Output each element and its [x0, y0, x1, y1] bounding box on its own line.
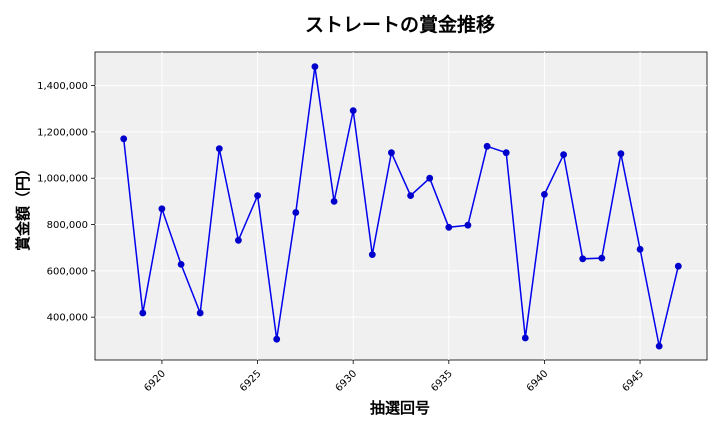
data-point [541, 191, 548, 198]
data-point [273, 335, 281, 343]
y-tick-label: 800,000 [47, 220, 88, 231]
data-point [617, 150, 625, 158]
data-point [464, 221, 472, 229]
x-tick-label: 6925 [238, 368, 264, 394]
data-point [292, 209, 300, 216]
data-point [330, 198, 338, 205]
y-axis-ticks: 400,000 600,000 800,000 1,000,000 1,200,000 1… [37, 81, 95, 324]
y-tick-label: 1,000,000 [37, 174, 88, 185]
y-tick-label: 1,200,000 [37, 127, 88, 138]
data-point [407, 192, 414, 200]
data-point [502, 149, 510, 157]
data-point [674, 262, 682, 270]
x-tick-label: 6945 [620, 368, 646, 394]
data-point [560, 151, 567, 159]
x-tick-label: 6930 [334, 368, 360, 394]
plot-area [94, 51, 708, 361]
x-axis-ticks: 6920 6925 6930 6935 6940 6945 [142, 360, 646, 394]
data-point [120, 135, 128, 143]
data-point [521, 334, 529, 342]
x-tick-label: 6920 [142, 368, 168, 394]
data-point [235, 236, 242, 244]
y-tick-label: 600,000 [47, 266, 88, 277]
y-axis-label: 賞金額（円） [14, 161, 32, 251]
y-tick-label: 400,000 [47, 313, 88, 324]
data-point [158, 205, 166, 213]
data-point [655, 342, 663, 350]
data-point [254, 192, 261, 200]
x-axis-label: 抽選回号 [370, 399, 430, 417]
data-point [598, 254, 606, 262]
data-point [196, 309, 204, 317]
chart-title: ストレートの賞金推移 [305, 13, 495, 36]
data-point [445, 223, 453, 231]
data-point [368, 251, 376, 258]
data-points [120, 63, 682, 350]
grid-lines [95, 52, 707, 360]
data-point [177, 261, 185, 268]
data-point [579, 255, 587, 263]
data-point [636, 245, 644, 253]
x-tick-label: 6940 [525, 368, 551, 394]
data-point [388, 149, 395, 157]
data-point [311, 63, 319, 70]
data-point [139, 309, 147, 317]
data-point [215, 145, 223, 153]
data-point [483, 142, 491, 150]
data-point [349, 107, 357, 114]
data-point [426, 174, 434, 182]
x-tick-label: 6935 [429, 368, 455, 394]
y-tick-label: 1,400,000 [37, 81, 88, 92]
